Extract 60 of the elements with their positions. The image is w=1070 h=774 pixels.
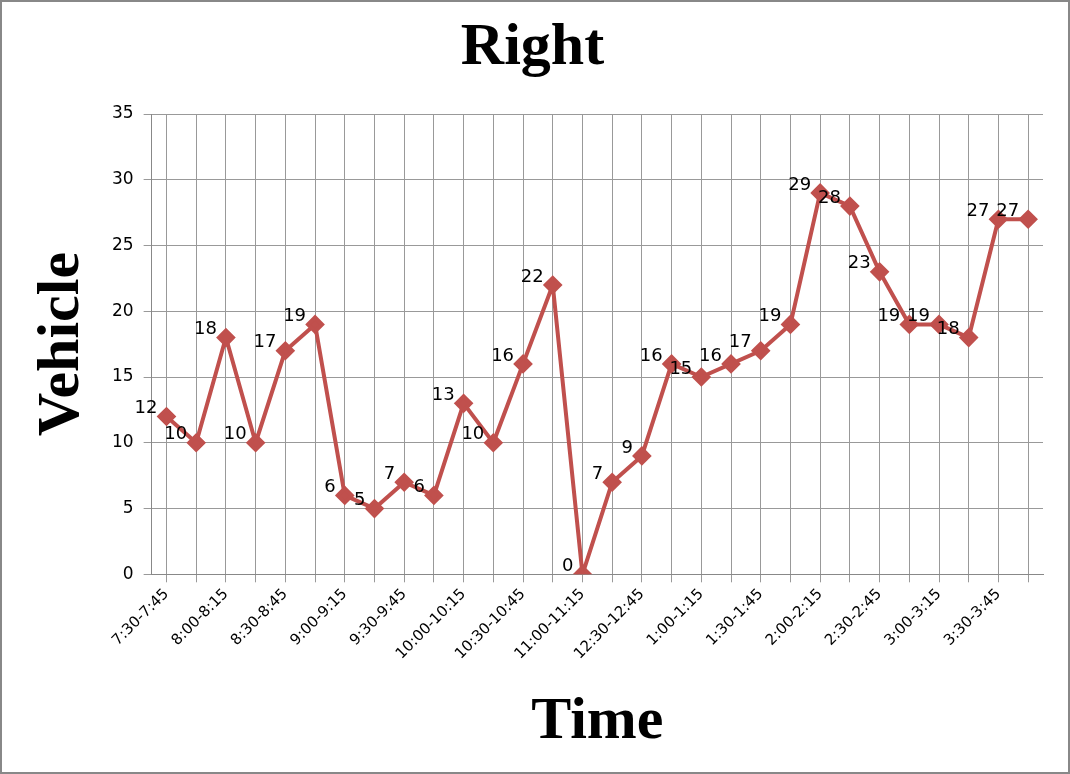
point (216, 328, 235, 347)
data-label: 19 (907, 304, 931, 326)
point (454, 394, 473, 413)
point (692, 368, 711, 387)
data-label: 23 (847, 251, 871, 273)
data-label: 7 (383, 461, 396, 483)
data-label: 18 (194, 317, 217, 339)
point (365, 499, 384, 518)
point (187, 433, 206, 452)
point (306, 315, 325, 334)
point (722, 354, 741, 373)
point (959, 328, 978, 347)
data-label: 27 (996, 198, 1020, 220)
point (335, 486, 354, 505)
chart-title: Right (460, 10, 605, 77)
data-label: 7 (591, 461, 604, 483)
y-tick-label: 10 (111, 431, 134, 452)
point (1019, 210, 1038, 229)
point (514, 354, 533, 373)
data-label: 16 (491, 343, 515, 365)
data-label: 17 (253, 330, 277, 352)
point (246, 433, 265, 452)
point (543, 275, 562, 294)
data-label: 13 (431, 383, 455, 405)
data-label: 19 (283, 304, 307, 326)
y-tick-label: 15 (111, 365, 134, 386)
point (603, 473, 622, 492)
y-tick-label: 20 (111, 299, 134, 320)
y-tick-label: 25 (111, 233, 134, 254)
data-label: 10 (223, 422, 247, 444)
data-label: 16 (699, 343, 723, 365)
y-tick-label: 0 (122, 562, 134, 583)
data-label: 19 (758, 304, 782, 326)
point (781, 315, 800, 334)
data-label: 19 (877, 304, 901, 326)
y-tick-label: 30 (111, 168, 134, 189)
point (632, 446, 651, 465)
data-label: 29 (788, 172, 812, 194)
y-axis-title: Vehicle (24, 251, 91, 437)
data-label: 9 (621, 435, 633, 457)
point (157, 407, 176, 426)
point (870, 262, 889, 281)
y-tick-label: 35 (111, 102, 134, 123)
y-tick-label: 5 (122, 496, 134, 517)
data-label: 12 (134, 396, 158, 418)
point (751, 341, 770, 360)
x-axis-title: Time (531, 684, 664, 751)
data-label: 10 (461, 422, 485, 444)
point (276, 341, 295, 360)
point (840, 197, 859, 216)
point (484, 433, 503, 452)
data-label: 0 (562, 553, 574, 575)
point (395, 473, 414, 492)
data-label: 17 (728, 330, 752, 352)
data-label: 16 (639, 343, 663, 365)
point (424, 486, 443, 505)
data-label: 22 (520, 264, 544, 286)
data-label: 6 (324, 475, 336, 497)
data-label: 27 (966, 198, 990, 220)
data-label: 10 (164, 422, 188, 444)
